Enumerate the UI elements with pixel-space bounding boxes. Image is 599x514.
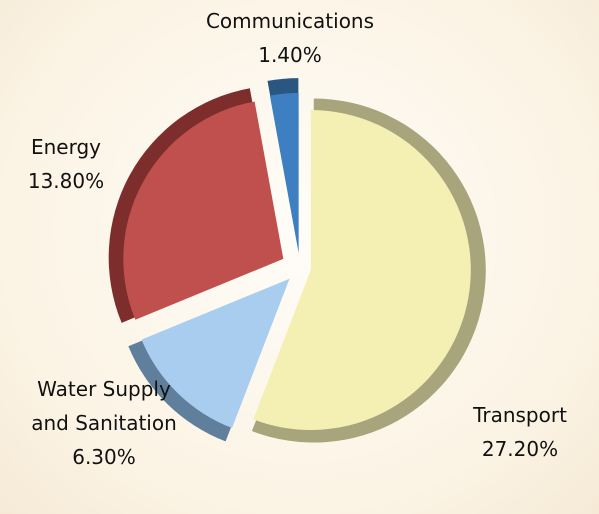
value-label: 13.80% <box>27 169 105 193</box>
slice-label: Transport 27.20% <box>450 398 590 466</box>
category-name: Water Supply and Sanitation <box>31 377 177 435</box>
slice-label: Water Supply and Sanitation 6.30% <box>29 372 179 474</box>
category-name: Transport <box>473 403 567 427</box>
slice-label: Communications 1.40% <box>180 4 400 72</box>
category-name: Communications <box>205 9 375 33</box>
slice-label: Energy 13.80% <box>6 130 126 198</box>
pie-slice-face <box>253 110 471 431</box>
value-label: 1.40% <box>258 43 322 67</box>
pie-slice-face <box>123 101 284 320</box>
category-name: Energy <box>30 135 102 159</box>
pie-slice-face <box>269 93 299 254</box>
value-label: 6.30% <box>72 445 136 469</box>
value-label: 27.20% <box>481 437 559 461</box>
pie-slice-face <box>141 278 290 429</box>
